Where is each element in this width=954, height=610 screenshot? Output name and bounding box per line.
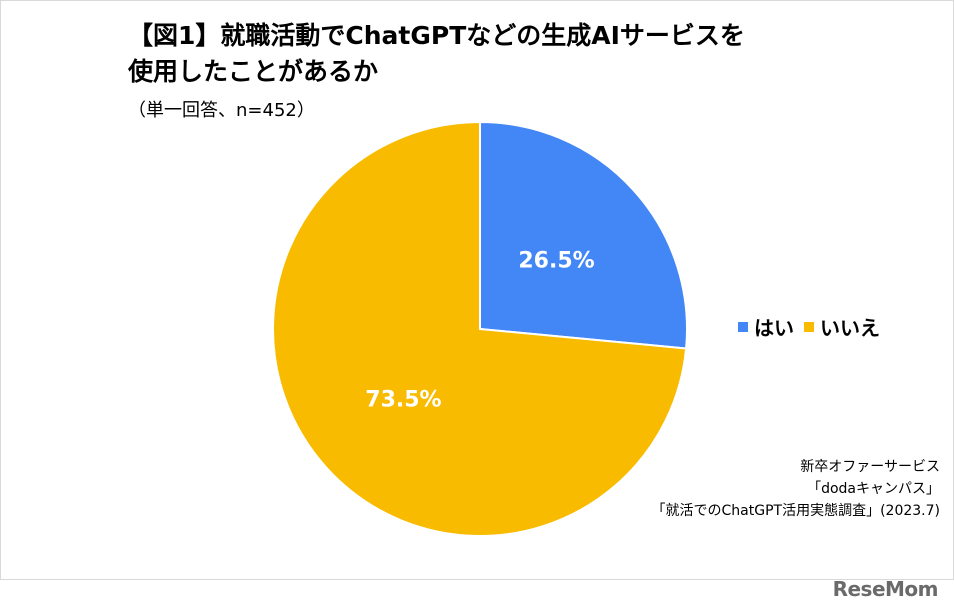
pie-slices — [272, 120, 688, 537]
data-label-yes: 26.5% — [518, 248, 594, 273]
chart-title-line-2: 使用したことがあるか — [128, 57, 379, 86]
legend-item-no: いいえ — [804, 312, 880, 341]
legend: はい いいえ — [738, 312, 890, 341]
source-line-1: 新卒オファーサービス — [800, 459, 940, 475]
legend-item-yes: はい — [738, 312, 794, 341]
data-label-no: 73.5% — [365, 388, 441, 413]
source-note: 新卒オファーサービス 「dodaキャンパス」 「就活でのChatGPT活用実態調… — [652, 456, 940, 522]
chart-title-line-1: 【図1】就職活動でChatGPTなどの生成AIサービスを — [128, 21, 745, 50]
legend-label-no: いいえ — [820, 316, 880, 340]
resemom-logo: ReseMom — [832, 577, 939, 601]
pie-slice-no — [272, 120, 688, 537]
source-line-2: 「dodaキャンパス」 — [807, 481, 940, 497]
legend-label-yes: はい — [754, 316, 794, 340]
chart-title: 【図1】就職活動でChatGPTなどの生成AIサービスを 使用したことがあるか — [128, 18, 745, 90]
source-line-3: 「就活でのChatGPT活用実態調査」(2023.7) — [651, 503, 940, 519]
chart-subtitle: （単一回答、n=452） — [128, 100, 315, 121]
pie-slice-yes — [479, 120, 688, 350]
legend-swatch-yes — [738, 321, 748, 332]
legend-swatch-no — [804, 321, 814, 332]
pie-data-labels: 26.5% 73.5% — [365, 248, 594, 412]
